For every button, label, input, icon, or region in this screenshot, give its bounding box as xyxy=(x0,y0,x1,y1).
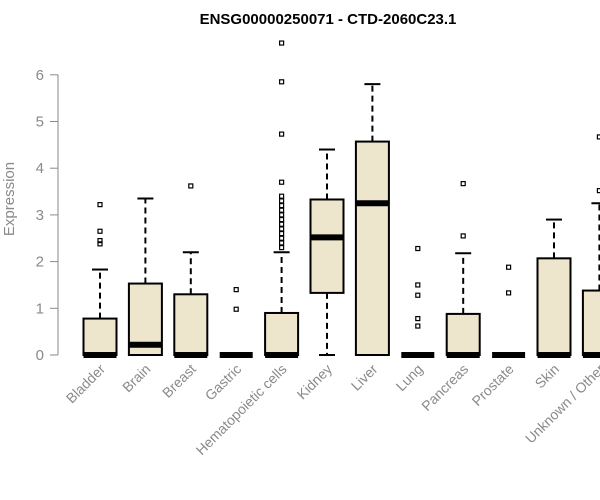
outlier-point xyxy=(506,264,512,270)
outlier-point xyxy=(506,290,512,296)
outlier-point xyxy=(233,287,239,293)
box-body xyxy=(354,140,390,356)
outlier-point xyxy=(279,40,285,46)
box-6 xyxy=(354,83,390,356)
axes: 0 1 2 3 4 5 6 xyxy=(36,67,59,364)
box-body xyxy=(536,257,572,356)
outlier-point xyxy=(279,179,285,185)
outlier-point xyxy=(279,198,285,204)
category-label: Pancreas xyxy=(418,361,471,414)
category-label: Liver xyxy=(348,361,381,394)
box-body xyxy=(264,311,300,356)
boxes xyxy=(82,40,600,358)
category-label: Unknown / Other xyxy=(522,361,600,447)
category-label: Bladder xyxy=(63,361,109,407)
outlier-point xyxy=(279,216,285,223)
category-label: Prostate xyxy=(469,361,517,409)
outlier-point xyxy=(415,315,421,322)
outlier-point xyxy=(188,183,194,189)
outlier-point xyxy=(460,181,466,187)
box-body xyxy=(581,289,600,356)
box-0 xyxy=(82,202,118,358)
category-label: Kidney xyxy=(294,361,336,403)
outlier-point xyxy=(279,131,285,137)
y-tick-label: 5 xyxy=(36,114,44,131)
outlier-point xyxy=(279,207,285,213)
outlier-point xyxy=(279,193,285,199)
outlier-point xyxy=(415,323,421,329)
outlier-point xyxy=(279,202,285,209)
box-8 xyxy=(445,181,481,358)
box-body xyxy=(82,317,118,357)
category-label: Brain xyxy=(119,361,153,395)
outlier-point xyxy=(279,226,285,232)
outlier-point xyxy=(279,235,285,241)
y-tick-label: 2 xyxy=(36,254,44,271)
box-body xyxy=(309,198,345,294)
box-5 xyxy=(309,148,345,356)
box-body xyxy=(173,293,209,357)
box-3 xyxy=(219,287,253,358)
outlier-point xyxy=(279,230,285,237)
outlier-point xyxy=(279,221,285,227)
y-tick-label: 3 xyxy=(36,207,44,224)
outlier-point xyxy=(97,202,103,208)
y-tick-label: 6 xyxy=(36,67,44,84)
y-axis-label: Expression xyxy=(1,162,18,236)
box-7 xyxy=(401,245,435,358)
box-1 xyxy=(127,197,163,357)
category-label: Hematopoietic cells xyxy=(193,361,290,458)
outlier-point xyxy=(233,306,239,312)
category-label: Breast xyxy=(159,361,199,401)
outlier-point xyxy=(97,237,103,244)
y-tick-label: 1 xyxy=(36,300,44,317)
outlier-point xyxy=(97,241,103,247)
category-label: Gastric xyxy=(202,361,245,404)
outlier-point xyxy=(460,233,466,239)
box-10 xyxy=(536,218,572,358)
outlier-point xyxy=(279,79,285,85)
box-11 xyxy=(581,134,600,358)
y-tick-label: 4 xyxy=(36,160,44,177)
box-2 xyxy=(173,183,209,358)
outlier-point xyxy=(596,134,600,140)
outlier-point xyxy=(279,244,285,251)
outlier-point xyxy=(279,212,285,218)
chart-title: ENSG00000250071 - CTD-2060C23.1 xyxy=(200,11,457,28)
y-tick-label: 0 xyxy=(36,347,44,364)
outlier-point xyxy=(415,282,421,288)
box-body xyxy=(445,312,481,356)
outlier-point xyxy=(97,228,103,234)
outlier-point xyxy=(415,292,421,298)
category-label: Skin xyxy=(532,361,563,392)
outlier-point xyxy=(415,245,421,252)
outlier-point xyxy=(596,188,600,194)
category-label: Lung xyxy=(393,361,426,394)
outlier-point xyxy=(279,240,285,246)
box-4 xyxy=(264,40,300,358)
box-9 xyxy=(492,264,526,358)
